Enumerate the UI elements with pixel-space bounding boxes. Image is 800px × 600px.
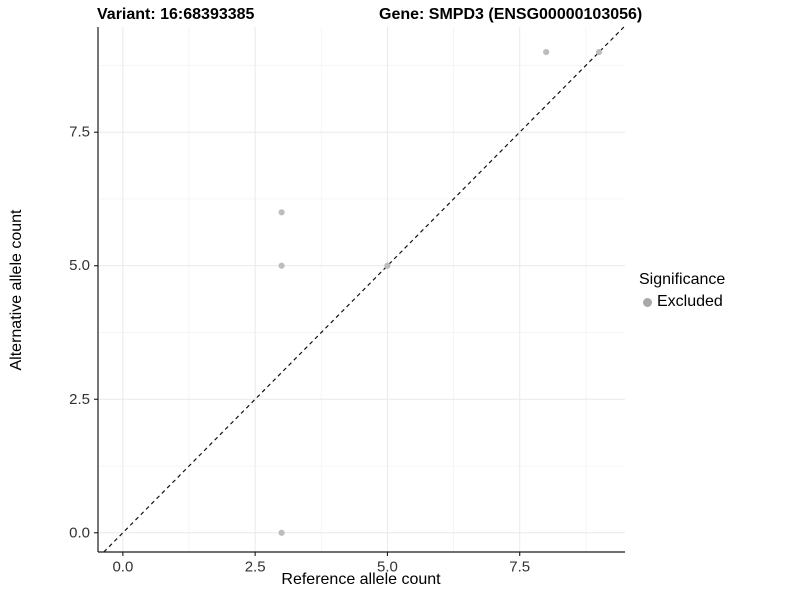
legend-entry-label: Excluded xyxy=(657,293,723,310)
y-tick-label: 0.0 xyxy=(69,524,90,541)
data-point xyxy=(278,529,285,536)
plot-title-gene: Gene: SMPD3 (ENSG00000103056) xyxy=(379,6,643,23)
legend: Significance Excluded xyxy=(639,270,725,311)
x-tick-label: 5.0 xyxy=(377,558,398,575)
y-axis-label: Alternative allele count xyxy=(8,209,25,371)
data-point xyxy=(543,49,550,56)
legend-title: Significance xyxy=(639,271,726,288)
x-tick-label: 2.5 xyxy=(245,558,266,575)
legend-key-dot xyxy=(643,297,652,307)
data-point xyxy=(278,262,285,269)
data-point xyxy=(595,49,603,56)
plot-title-variant: Variant: 16:68393385 xyxy=(97,6,255,23)
identity-dashed-line xyxy=(103,26,625,553)
y-tick-label: 2.5 xyxy=(69,391,90,408)
x-axis-label: Reference allele count xyxy=(281,571,441,588)
y-tick-label: 7.5 xyxy=(69,124,90,141)
x-tick-label: 0.0 xyxy=(112,558,133,575)
y-tick-label: 5.0 xyxy=(69,257,90,274)
data-point xyxy=(384,262,391,269)
x-tick-label: 7.5 xyxy=(509,558,530,575)
data-point xyxy=(278,209,285,216)
legend-entry-excluded: Excluded xyxy=(639,293,725,311)
